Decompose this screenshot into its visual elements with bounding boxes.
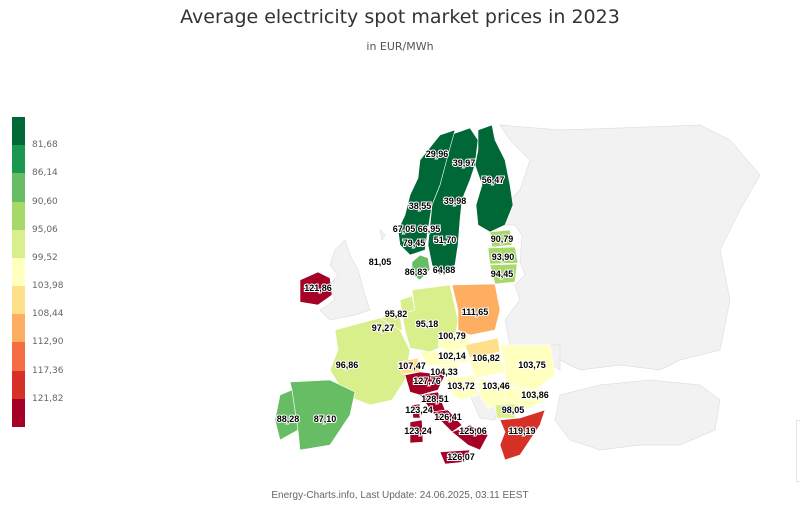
region-slovenia[interactable] xyxy=(439,363,459,379)
region-spain[interactable] xyxy=(289,379,356,451)
iceland-norway-sea xyxy=(379,228,386,241)
legend-label: 86,14 xyxy=(32,168,58,179)
value-label-it-sicily: 126,07 xyxy=(447,452,475,462)
legend-label: 81,68 xyxy=(32,140,58,151)
value-label-fr: 96,86 xyxy=(336,360,359,370)
chart-subtitle: in EUR/MWh xyxy=(366,40,434,53)
value-label-rs: 103,46 xyxy=(482,381,510,391)
region-corsica[interactable] xyxy=(411,403,421,419)
scroll-indicator xyxy=(796,420,800,482)
legend-band xyxy=(12,257,25,287)
region-croatia[interactable] xyxy=(444,375,479,401)
value-label-no4: 29,96 xyxy=(426,149,449,159)
credits[interactable]: Energy-Charts.info, Last Update: 24.06.2… xyxy=(271,490,529,501)
value-label-se2: 39,98 xyxy=(444,196,467,206)
region-denmark[interactable] xyxy=(411,254,431,281)
value-label-sk: 106,82 xyxy=(472,353,500,363)
region-italy-center-north[interactable] xyxy=(419,391,446,413)
region-latvia[interactable] xyxy=(487,246,519,265)
value-label-it-cnorth: 128,51 xyxy=(421,394,449,404)
uk xyxy=(319,239,371,321)
region-sardinia[interactable] xyxy=(409,419,424,444)
value-label-se4: 64,88 xyxy=(433,265,456,275)
value-label-gr: 119,19 xyxy=(508,426,535,436)
legend-band xyxy=(12,286,25,315)
value-label-de-lu: 95,18 xyxy=(416,319,439,329)
legend-band xyxy=(12,201,25,230)
legend-label: 90,60 xyxy=(32,196,58,207)
value-label-ee: 90,79 xyxy=(491,234,514,244)
region-austria[interactable] xyxy=(419,349,469,367)
value-label-no2: 79,45 xyxy=(403,238,426,248)
region-sicily[interactable] xyxy=(439,449,471,465)
value-label-mk: 98,05 xyxy=(502,405,525,415)
legend-label: 108,44 xyxy=(32,309,64,320)
region-czechia[interactable] xyxy=(437,331,473,353)
value-label-be: 97,27 xyxy=(372,323,395,333)
value-label-it-csouth: 126,41 xyxy=(434,412,462,422)
chart-title: Average electricity spot market prices i… xyxy=(180,6,620,28)
legend-band xyxy=(12,314,25,343)
value-label-no2-nsl: 81,05 xyxy=(369,257,392,267)
value-label-pl: 111,65 xyxy=(462,307,489,317)
legend-label: 112,90 xyxy=(32,337,64,348)
value-label-lv: 93,90 xyxy=(492,252,515,262)
region-norway[interactable] xyxy=(397,129,456,256)
legend-band xyxy=(12,117,25,146)
legend-label: 95,06 xyxy=(32,224,58,235)
region-finland[interactable] xyxy=(474,124,514,233)
value-label-bg: 103,86 xyxy=(521,390,549,400)
value-label-dk1: 86,83 xyxy=(405,267,428,277)
region-portugal[interactable] xyxy=(274,389,299,441)
legend-band xyxy=(12,342,25,371)
region-ireland[interactable] xyxy=(299,271,333,306)
value-label-ch: 107,47 xyxy=(398,361,426,371)
turkey xyxy=(554,379,721,451)
value-label-se3: 51,70 xyxy=(434,235,457,245)
color-legend: 81,68 86,14 90,60 95,06 99,52 103,98 108,44 112… xyxy=(12,117,82,427)
value-label-no1: 66,95 xyxy=(418,224,441,234)
region-italy-center-south[interactable] xyxy=(431,409,463,433)
value-label-it-corsica: 123,24 xyxy=(404,426,432,436)
value-labels: 29,96 39,97 56,47 38,55 39,98 67,05 66,95 79,45… xyxy=(276,148,550,463)
region-italy-south[interactable] xyxy=(451,424,489,451)
value-label-ie: 121,86 xyxy=(304,283,332,293)
region-lithuania[interactable] xyxy=(489,263,518,285)
value-label-no5: 67,05 xyxy=(393,224,416,234)
legend-label: 121,82 xyxy=(32,393,64,404)
legend-label: 99,52 xyxy=(32,252,58,263)
value-label-at: 102,14 xyxy=(438,351,466,361)
value-label-pt: 88,28 xyxy=(277,414,300,424)
legend-band xyxy=(12,370,25,399)
value-label-no3: 38,55 xyxy=(409,201,432,211)
region-greece[interactable] xyxy=(499,409,546,461)
region-poland[interactable] xyxy=(451,283,501,336)
legend-band xyxy=(12,398,25,427)
legend-band xyxy=(12,145,25,174)
region-italy-north[interactable] xyxy=(404,371,446,396)
value-label-ro: 103,75 xyxy=(518,360,546,370)
value-label-es: 87,10 xyxy=(314,414,337,424)
value-label-it-sardinia: 123,24 xyxy=(405,405,433,415)
region-france[interactable] xyxy=(329,317,411,406)
region-north-macedonia[interactable] xyxy=(494,403,516,419)
region-estonia[interactable] xyxy=(489,229,513,248)
value-label-hr: 103,72 xyxy=(447,381,475,391)
value-label-lt: 94,45 xyxy=(491,269,514,279)
value-label-it-north: 127,76 xyxy=(413,376,441,386)
legend-band xyxy=(12,173,25,202)
value-label-fi: 56,47 xyxy=(482,175,505,185)
value-label-cz: 100,79 xyxy=(438,331,466,341)
legend-label: 103,98 xyxy=(32,281,64,292)
legend-band xyxy=(12,229,25,258)
value-label-it-south: 125,06 xyxy=(459,426,487,436)
price-regions xyxy=(274,124,556,465)
value-label-si: 104,33 xyxy=(430,367,458,377)
legend-label: 117,36 xyxy=(32,365,64,376)
russia-ukraine-belarus xyxy=(499,124,761,371)
value-label-se1: 39,97 xyxy=(453,158,476,168)
background-countries xyxy=(319,124,761,451)
value-label-nl: 95,82 xyxy=(385,309,408,319)
